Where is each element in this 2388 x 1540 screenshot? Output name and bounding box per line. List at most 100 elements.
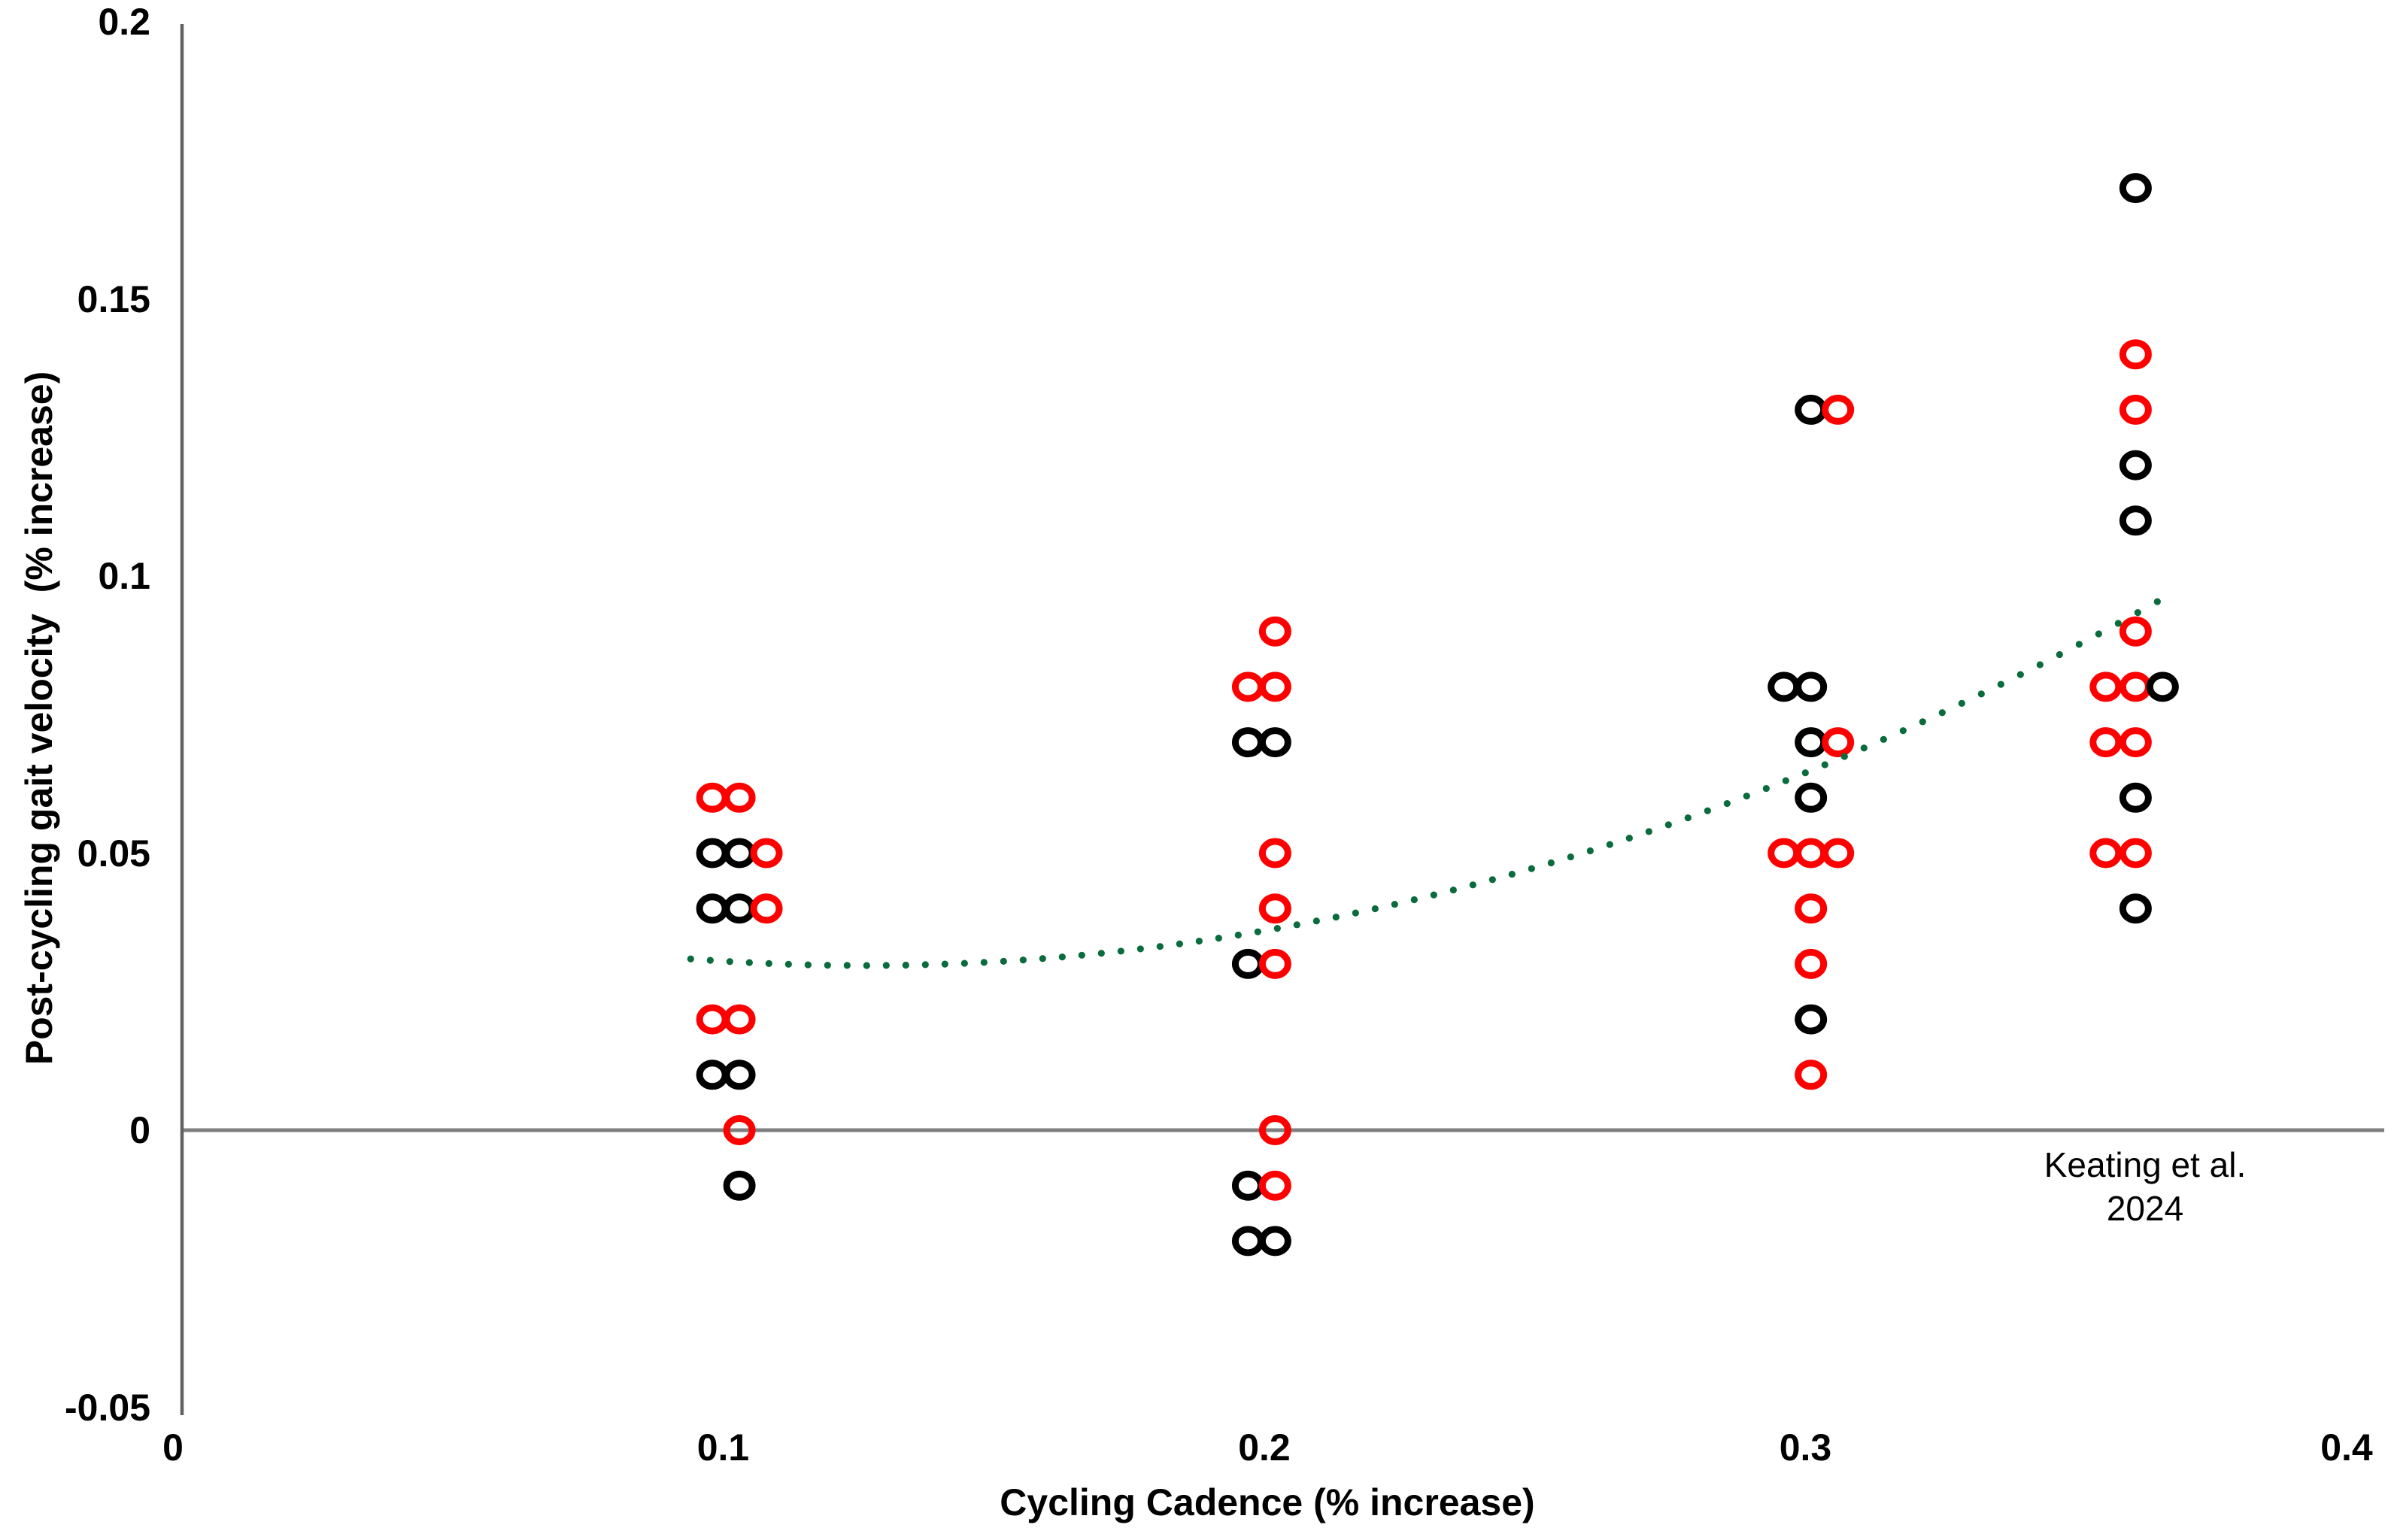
- trend-dot: [1352, 909, 1359, 917]
- annotation-line1: Keating et al.: [2044, 1145, 2247, 1184]
- data-point-red: [723, 1004, 756, 1035]
- y-tick-label-0.15: 0.15: [77, 277, 150, 320]
- data-point-black: [1258, 1226, 1291, 1257]
- trend-dot: [1782, 777, 1789, 784]
- data-point-black: [723, 1170, 756, 1201]
- data-point-red: [1795, 893, 1828, 924]
- y-tick-label-0.05: 0.05: [77, 832, 150, 875]
- data-point-red: [2089, 727, 2122, 758]
- data-point-black: [696, 893, 729, 924]
- data-point-red: [696, 782, 729, 813]
- data-point-red: [1795, 838, 1828, 869]
- data-point-black: [1231, 1170, 1264, 1201]
- data-point-red: [696, 1004, 729, 1035]
- trend-dot: [2016, 671, 2024, 678]
- trend-dot: [1410, 896, 1418, 904]
- data-point-black: [723, 838, 756, 869]
- trend-dot: [843, 962, 851, 969]
- trend-dot: [1919, 718, 1926, 726]
- data-point-red: [2119, 394, 2152, 425]
- trend-dot: [1958, 699, 1965, 708]
- data-point-red: [750, 893, 783, 924]
- trend-dot: [921, 961, 929, 969]
- x-tick-label-0.4: 0.4: [2320, 1426, 2373, 1469]
- trend-dot: [1332, 913, 1340, 921]
- data-point-red: [1822, 727, 1855, 758]
- data-point-black: [2119, 505, 2152, 536]
- y-tick-label-0.2: 0.2: [98, 1, 150, 43]
- trend-dot: [1391, 900, 1398, 908]
- data-point-black: [2119, 173, 2152, 204]
- trend-dot: [1723, 799, 1731, 808]
- trend-dot: [1625, 835, 1633, 842]
- trend-dot: [1000, 957, 1007, 965]
- trend-dot: [1762, 784, 1770, 793]
- data-point-red: [2119, 616, 2152, 647]
- trend-dot: [1684, 814, 1692, 822]
- trend-dot: [1586, 847, 1594, 855]
- trend-dot: [1449, 886, 1457, 894]
- x-axis-title: Cycling Cadence (% increase): [1000, 1481, 1535, 1523]
- data-point-black: [1231, 727, 1264, 758]
- trend-dot: [1312, 917, 1320, 925]
- data-point-black: [1258, 727, 1291, 758]
- trend-dot: [1645, 828, 1652, 835]
- data-point-red: [750, 838, 783, 869]
- trend-dot: [980, 959, 988, 966]
- data-point-red: [1258, 1170, 1291, 1201]
- data-point-red: [1822, 838, 1855, 869]
- trend-dot: [1528, 865, 1535, 872]
- trend-dot: [1019, 956, 1027, 964]
- data-point-red: [1258, 838, 1291, 869]
- trend-dot: [1664, 821, 1672, 829]
- data-point-red: [2119, 339, 2152, 370]
- trend-dot: [1743, 793, 1750, 800]
- trend-dot: [941, 960, 948, 968]
- data-point-red: [2089, 671, 2122, 702]
- data-point-black: [696, 1060, 729, 1090]
- trend-dot: [1215, 935, 1222, 942]
- trend-dot: [1997, 681, 2004, 688]
- data-point-red: [1822, 394, 1855, 425]
- trend-dot: [1840, 753, 1848, 760]
- trend-dot: [1977, 690, 1985, 698]
- trend-dot: [1860, 744, 1868, 752]
- data-point-red: [2089, 838, 2122, 869]
- trend-dot: [1567, 853, 1574, 861]
- trend-dot: [687, 955, 694, 962]
- data-point-red: [1767, 838, 1801, 869]
- trend-dot: [745, 959, 753, 966]
- trend-dot: [2153, 598, 2161, 605]
- data-point-black: [2119, 450, 2152, 480]
- x-tick-label-0.3: 0.3: [1779, 1426, 1832, 1469]
- trend-dot: [960, 959, 968, 967]
- data-point-black: [1795, 727, 1828, 758]
- trend-dot: [2056, 650, 2063, 659]
- data-point-red: [2119, 671, 2152, 702]
- data-point-red: [723, 1115, 756, 1145]
- x-tick-label-0.2: 0.2: [1238, 1426, 1291, 1469]
- data-point-black: [723, 1060, 756, 1090]
- data-point-black: [696, 838, 729, 869]
- y-tick-label-0: 0: [129, 1109, 150, 1151]
- trend-dot: [784, 960, 792, 968]
- trend-dot: [1058, 953, 1066, 961]
- trend-dot: [1039, 955, 1046, 962]
- trend-dot: [2036, 661, 2044, 668]
- trend-dot: [1254, 928, 1261, 935]
- trend-dot: [824, 961, 831, 969]
- data-point-black: [1231, 1226, 1264, 1257]
- trend-dot: [2095, 630, 2102, 638]
- x-tick-label-0: 0: [162, 1426, 184, 1469]
- trend-dot: [1704, 807, 1711, 814]
- trend-dot: [1273, 925, 1281, 932]
- trend-dot: [1469, 881, 1476, 889]
- data-point-black: [1767, 671, 1801, 702]
- data-point-red: [1231, 671, 1264, 702]
- data-point-red: [1258, 671, 1291, 702]
- trend-dot: [1156, 943, 1164, 950]
- trend-dot: [1195, 937, 1203, 945]
- trend-dot: [1176, 940, 1183, 947]
- data-point-black: [1795, 1004, 1828, 1035]
